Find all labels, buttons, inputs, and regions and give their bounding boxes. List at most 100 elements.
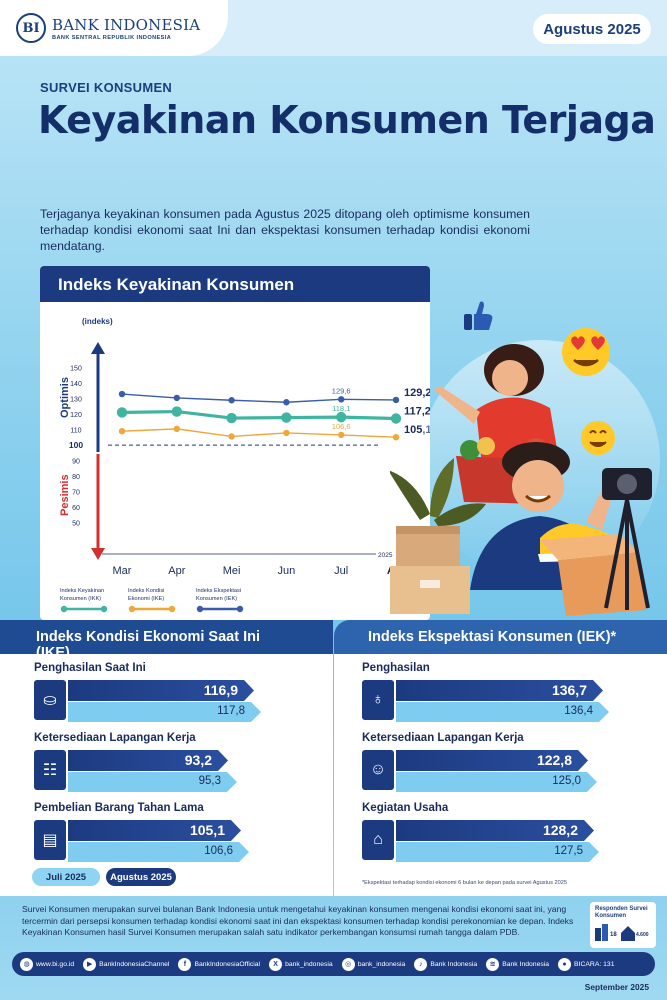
- pesimis-label: Pesimis: [59, 474, 71, 516]
- data-point: [226, 412, 237, 424]
- release-date: September 2025: [584, 982, 649, 992]
- data-label-jul: 106,6: [332, 422, 351, 431]
- instagram-icon: ◎: [341, 957, 355, 971]
- y-tick-label: 120: [70, 412, 82, 419]
- current-value-bar: 105,1: [68, 820, 241, 841]
- legend-dot: [128, 605, 136, 613]
- y-tick-label: 150: [70, 366, 82, 373]
- x-tick-label: Mar: [113, 565, 132, 577]
- social-label: Bank Indonesia: [502, 960, 550, 968]
- logo-text: BANK INDONESIA BANK SENTRAL REPUBLIK IND…: [52, 16, 200, 41]
- ike-section-title: Indeks Kondisi Ekonomi Saat Ini (IKE): [0, 620, 333, 661]
- data-point: [283, 399, 290, 406]
- social-label: BICARA: 131: [574, 960, 615, 968]
- data-label-jul: 129,6: [332, 386, 351, 395]
- social-label: BankIndonesiaChannel: [99, 960, 170, 968]
- current-value-bar: 128,2: [396, 820, 594, 841]
- y-tick-label: 90: [72, 459, 80, 466]
- social-link[interactable]: ● BICARA: 131: [558, 957, 615, 971]
- series-line: [121, 409, 397, 421]
- job-board-icon: ☷: [34, 750, 66, 790]
- chart-title: Indeks Keyakinan Konsumen: [40, 266, 430, 302]
- legend-dot: [60, 605, 68, 613]
- bank-logo[interactable]: BI BANK INDONESIA BANK SENTRAL REPUBLIK …: [0, 0, 228, 56]
- social-label: bank_indonesia: [357, 960, 406, 968]
- plant-icon: [390, 458, 486, 526]
- social-label: BankIndonesiaOfficial: [194, 960, 261, 968]
- x-tick-label: Mei: [223, 565, 241, 577]
- facebook-icon: f: [178, 957, 192, 971]
- y-tick-label: 140: [70, 381, 82, 388]
- smile-emoji-icon: [581, 421, 615, 455]
- data-point: [173, 425, 180, 433]
- money-bag-icon: ♁: [362, 680, 394, 720]
- data-point: [118, 428, 126, 435]
- y-tick-label: 70: [72, 490, 80, 497]
- logo-title: BANK INDONESIA: [52, 15, 201, 34]
- data-label-agt: 129,2: [404, 387, 430, 399]
- y-tick-label: 130: [70, 397, 82, 404]
- data-point: [228, 397, 235, 404]
- current-value-bar: 122,8: [396, 750, 588, 771]
- metric-ike-2: Pembelian Barang Tahan Lama ▤ 105,1 106,6: [34, 802, 324, 864]
- house-icon: [621, 926, 635, 941]
- legend-label: Konsumen (IKK): [60, 596, 101, 602]
- legend-label: Indeks Kondisi: [128, 588, 164, 594]
- legend-dot: [236, 605, 244, 613]
- social-media-bar: ◍ www.bi.go.id ▶ BankIndonesiaChannel f BankI…: [12, 952, 655, 976]
- data-point: [392, 434, 400, 441]
- metric-iek-1: Ketersediaan Lapangan Kerja ☺ 122,8 125,0: [362, 732, 652, 794]
- series-line: [121, 428, 397, 438]
- current-value-bar: 93,2: [68, 750, 228, 771]
- data-point: [338, 396, 345, 403]
- data-label-agt: 117,2: [404, 406, 430, 418]
- thumbs-up-icon: [464, 301, 493, 330]
- ike-section: Penghasilan Saat Ini ⛀ 116,9 117,8 Ketersedi…: [0, 654, 333, 896]
- metric-label: Pembelian Barang Tahan Lama: [34, 802, 204, 814]
- respondents-graphic: 18 4.600: [595, 924, 649, 941]
- social-link[interactable]: ◍ www.bi.go.id: [20, 957, 75, 971]
- legend-dot: [196, 605, 204, 613]
- data-point: [228, 433, 235, 440]
- survey-description: Survei Konsumen merupakan survei bulanan…: [22, 904, 574, 937]
- metric-label: Ketersediaan Lapangan Kerja: [362, 732, 524, 744]
- legend-chip-current: Agustus 2025: [106, 868, 176, 886]
- metric-ike-1: Ketersediaan Lapangan Kerja ☷ 93,2 95,3: [34, 732, 324, 794]
- legend-label: Ekonomi (IKE): [128, 596, 164, 602]
- legend-chip-previous: Juli 2025: [32, 868, 100, 886]
- previous-value-bar: 136,4: [396, 702, 609, 722]
- metric-label: Kegiatan Usaha: [362, 802, 449, 814]
- chart-card: Indeks Keyakinan Konsumen (indeks) Optimi…: [40, 266, 430, 620]
- store-icon: ⌂: [362, 820, 394, 860]
- cities-count: 18: [610, 932, 617, 938]
- social-link[interactable]: ▶ BankIndonesiaChannel: [83, 957, 170, 971]
- social-link[interactable]: ◎ bank_indonesia: [341, 957, 406, 971]
- data-point: [171, 406, 182, 417]
- legend-dot: [100, 605, 108, 613]
- social-link[interactable]: f BankIndonesiaOfficial: [178, 957, 261, 971]
- social-link[interactable]: ♪ Bank Indonesia: [414, 957, 477, 971]
- arrow-down-icon: [91, 548, 105, 560]
- social-label: www.bi.go.id: [36, 960, 75, 968]
- iek-section-title: Indeks Ekspektasi Konsumen (IEK)*: [334, 620, 667, 654]
- previous-value-bar: 106,6: [68, 842, 249, 862]
- iek-footnote: *Ekspektasi terhadap kondisi ekonomi 6 b…: [362, 880, 567, 886]
- respondents-title: Responden Survei Konsumen: [595, 906, 648, 919]
- tiktok-icon: ♪: [414, 957, 428, 971]
- metric-iek-0: Penghasilan ♁ 136,7 136,4: [362, 662, 652, 724]
- page-title: Keyakinan Konsumen Terjaga: [38, 98, 656, 142]
- social-link[interactable]: ≋ Bank Indonesia: [486, 957, 550, 971]
- heart-eyes-emoji-icon: [562, 328, 610, 376]
- data-point: [283, 429, 290, 437]
- ikk-line-chart: (indeks) Optimis Pesimis 150 140 130 120 110 100…: [59, 317, 430, 613]
- legend-label: Indeks Ekspektasi: [196, 588, 241, 594]
- year-label: 2025: [378, 552, 393, 559]
- open-box-icon: [540, 534, 646, 616]
- boxes-icon: [390, 526, 470, 614]
- y-tick-label: 80: [72, 474, 80, 481]
- metric-ike-0: Penghasilan Saat Ini ⛀ 116,9 117,8: [34, 662, 324, 724]
- logo-subtitle: BANK SENTRAL REPUBLIK INDONESIA: [52, 34, 172, 41]
- bi-logo-icon: BI: [16, 13, 46, 43]
- city-icon: [595, 924, 608, 941]
